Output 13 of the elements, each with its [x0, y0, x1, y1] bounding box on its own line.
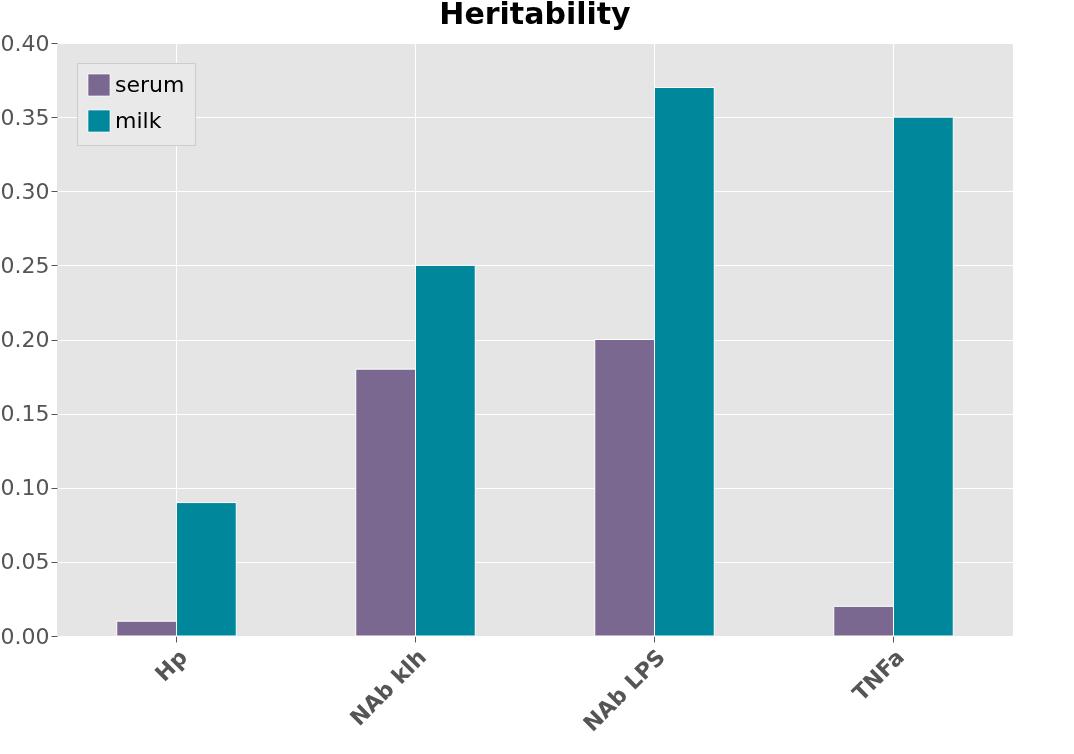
y-tick-label: 0.05 — [0, 549, 50, 575]
y-tick-label: 0.35 — [0, 104, 50, 130]
legend-label: milk — [115, 108, 162, 133]
y-tick-label: 0.40 — [0, 30, 50, 56]
y-tick-label: 0.30 — [0, 178, 50, 204]
y-tick-label: 0.10 — [0, 475, 50, 501]
y-tick-label: 0.20 — [0, 327, 50, 352]
y-tick-label: 0.25 — [0, 252, 50, 278]
y-tick-label: 0.15 — [0, 401, 50, 427]
y-tick-label: 0.00 — [0, 623, 50, 649]
chart-title: Heritability — [439, 0, 632, 31]
x-tick-label: Hp — [150, 644, 193, 687]
legend-label: serum — [115, 72, 185, 97]
